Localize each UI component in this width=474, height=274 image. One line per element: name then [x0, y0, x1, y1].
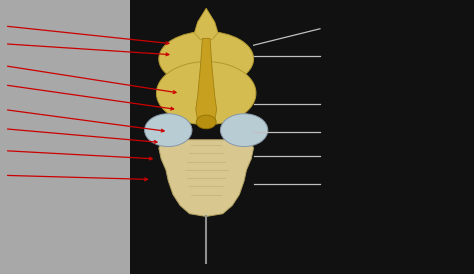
Polygon shape	[159, 140, 254, 216]
Polygon shape	[194, 8, 218, 40]
Ellipse shape	[220, 114, 268, 147]
Ellipse shape	[196, 115, 216, 129]
Text: Pituitary: Pituitary	[325, 125, 383, 138]
Polygon shape	[156, 62, 256, 125]
Text: Optic Lobe: Optic Lobe	[325, 150, 396, 163]
Text: Olfactory Lobe: Olfactory Lobe	[325, 50, 422, 63]
Text: Cerebrum: Cerebrum	[325, 98, 390, 111]
Ellipse shape	[159, 32, 254, 86]
Text: Olfactory Tract: Olfactory Tract	[325, 22, 424, 35]
Ellipse shape	[145, 114, 192, 147]
Polygon shape	[196, 38, 217, 121]
Bar	[130, 0, 474, 274]
Text: Medulla: Medulla	[325, 177, 377, 190]
